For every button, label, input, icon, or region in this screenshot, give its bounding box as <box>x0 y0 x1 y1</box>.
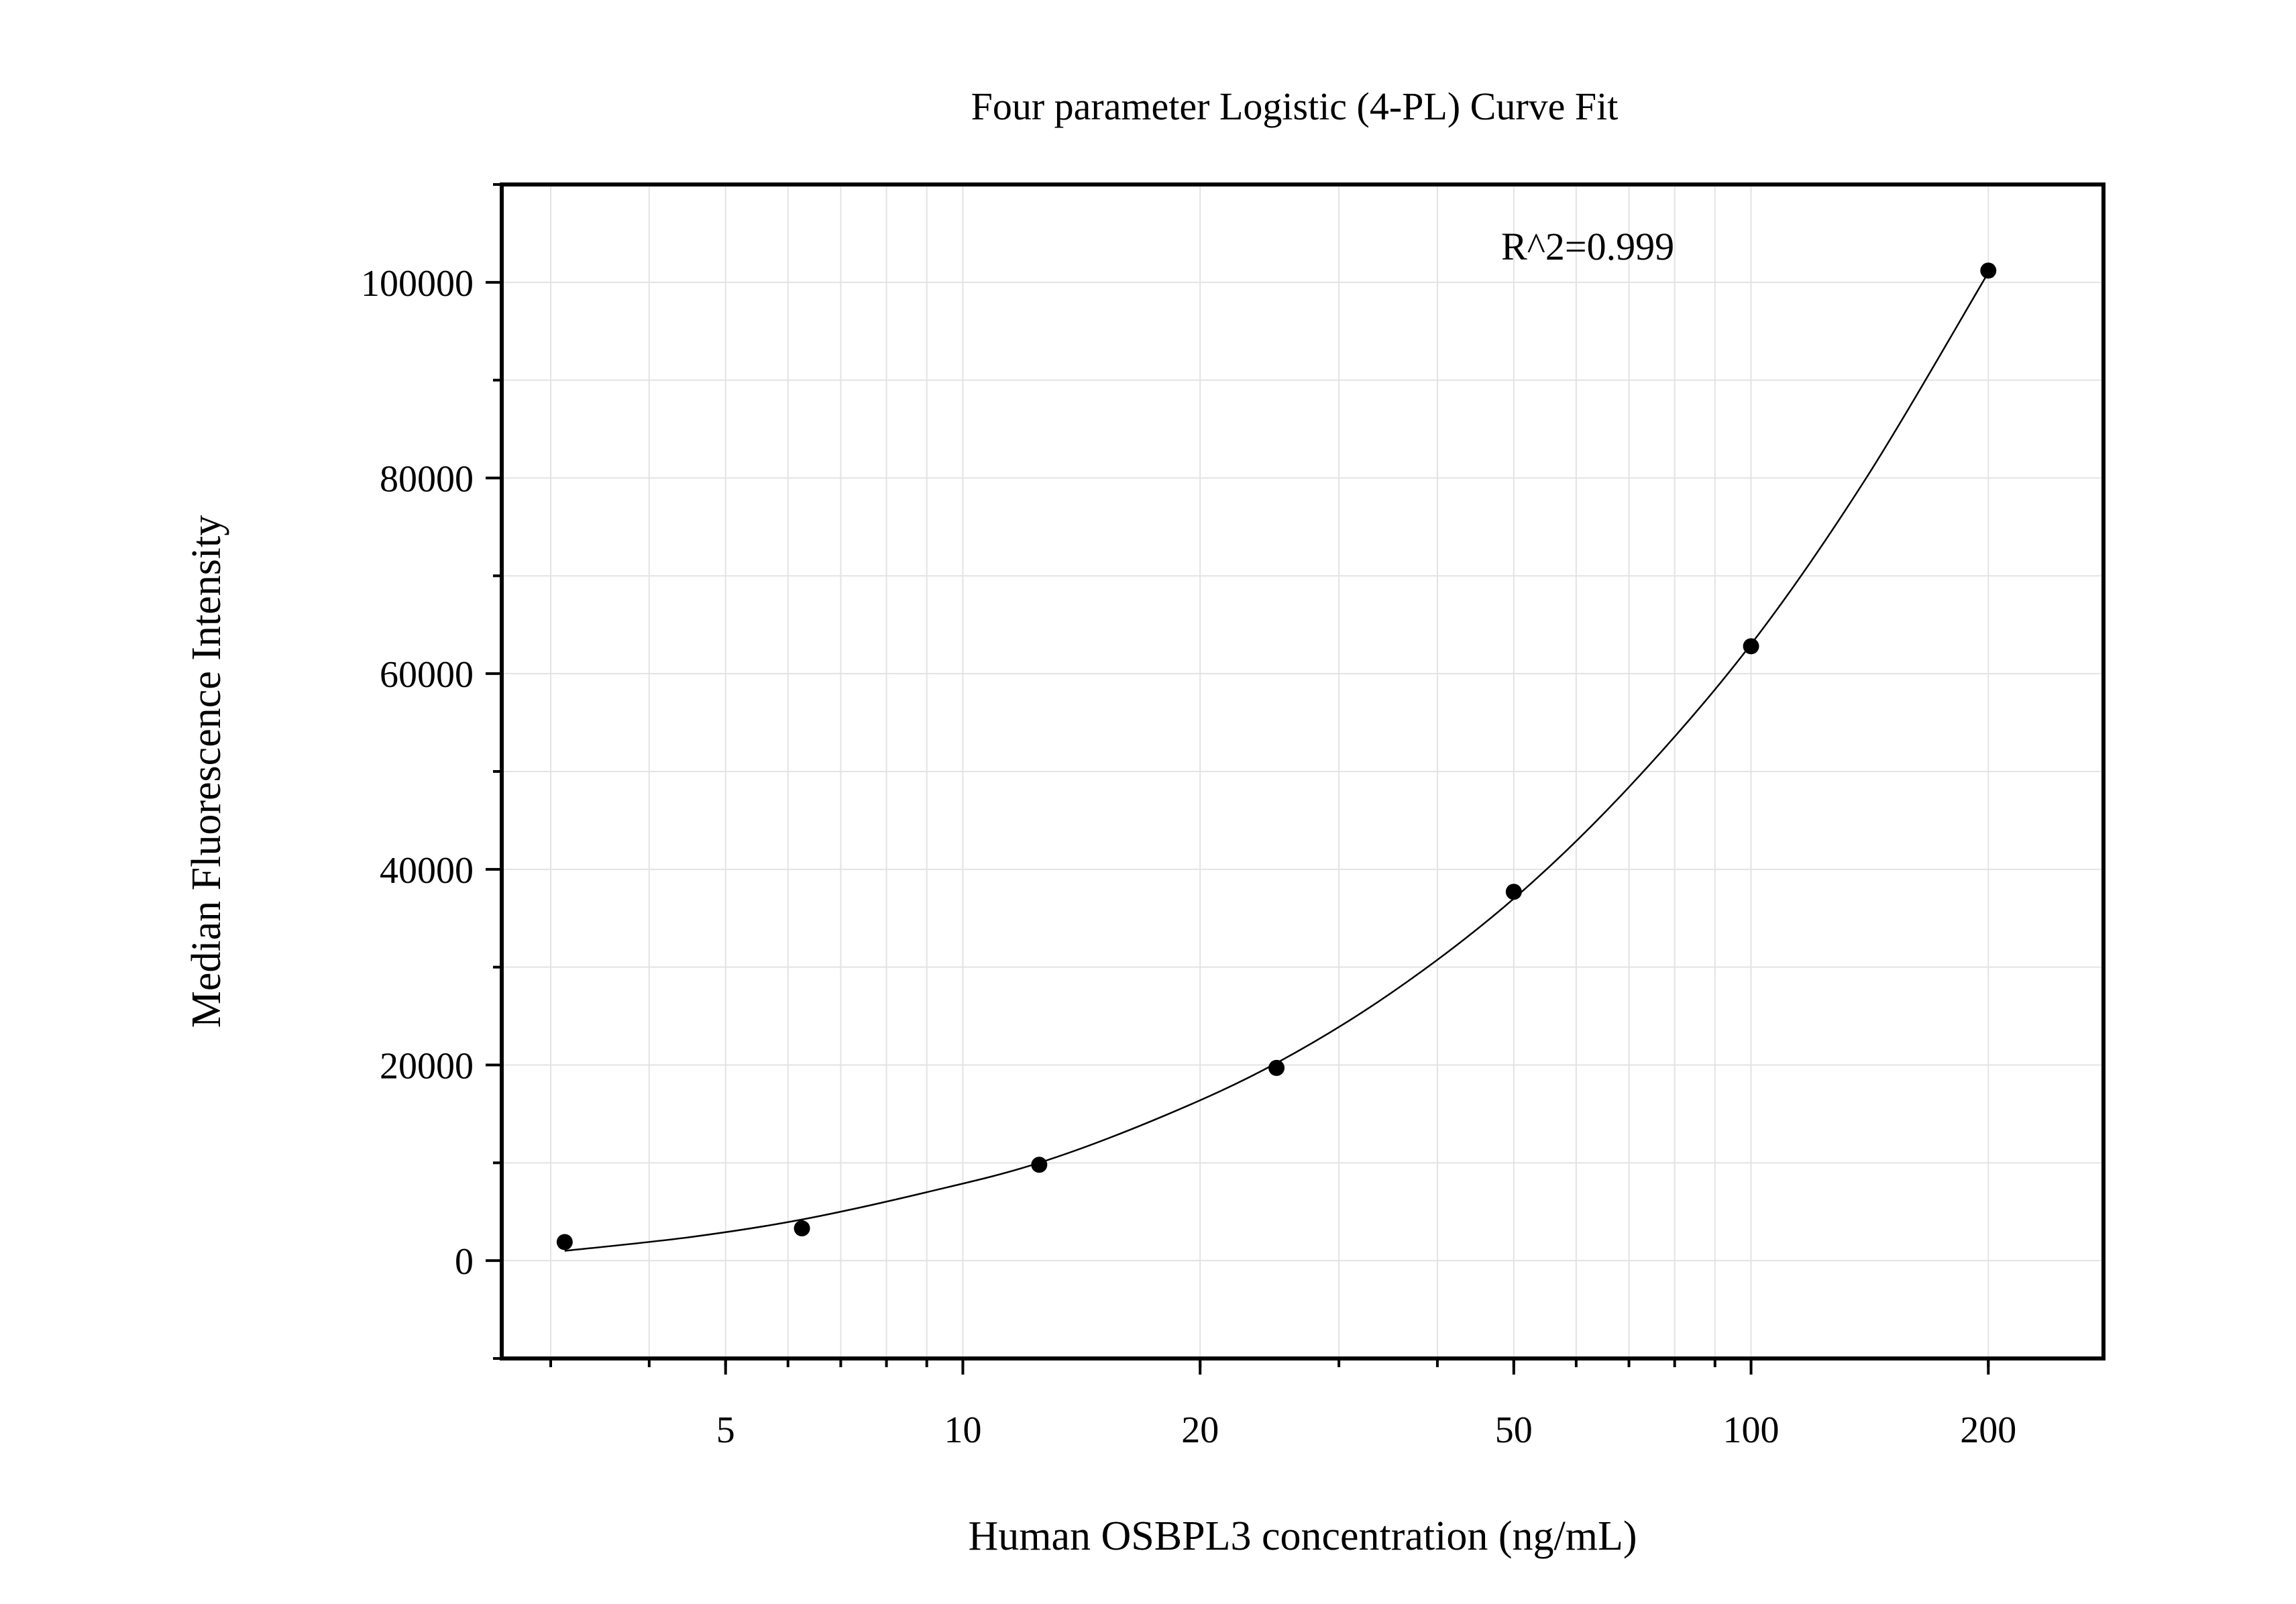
data-point <box>1268 1059 1285 1076</box>
y-tick-label: 60000 <box>380 654 474 696</box>
data-point <box>1743 638 1759 655</box>
r-squared-annotation: R^2=0.999 <box>1501 225 1674 268</box>
axis-ticks <box>486 183 1990 1375</box>
x-axis-title: Human OSBPL3 concentration (ng/mL) <box>969 1513 1637 1559</box>
y-tick-label: 40000 <box>380 850 474 892</box>
y-tick-label: 80000 <box>380 459 474 500</box>
x-tick-label: 10 <box>944 1409 981 1451</box>
data-point <box>1031 1157 1048 1173</box>
y-tick-label: 20000 <box>380 1046 474 1087</box>
fit-curve-line <box>564 272 1989 1252</box>
x-tick-label: 200 <box>1960 1409 2016 1451</box>
x-tick-label: 100 <box>1723 1409 1780 1451</box>
x-tick-label: 20 <box>1181 1409 1219 1451</box>
y-tick-label: 100000 <box>361 263 474 305</box>
y-tick-label: 0 <box>455 1241 474 1283</box>
x-tick-label: 5 <box>716 1409 735 1451</box>
data-point <box>1980 262 1997 279</box>
x-tick-label: 50 <box>1495 1409 1533 1451</box>
data-point <box>794 1220 810 1237</box>
grid <box>502 184 2103 1358</box>
chart-title: Four parameter Logistic (4-PL) Curve Fit <box>971 85 1619 128</box>
data-points <box>556 262 1997 1250</box>
data-point <box>556 1234 573 1250</box>
data-point <box>1505 884 1522 900</box>
y-axis-title: Median Fluorescence Intensity <box>184 515 229 1028</box>
tick-labels: 5 10 20 50 100 200 0 20000 40000 60000 80000 100000 <box>361 263 2016 1451</box>
